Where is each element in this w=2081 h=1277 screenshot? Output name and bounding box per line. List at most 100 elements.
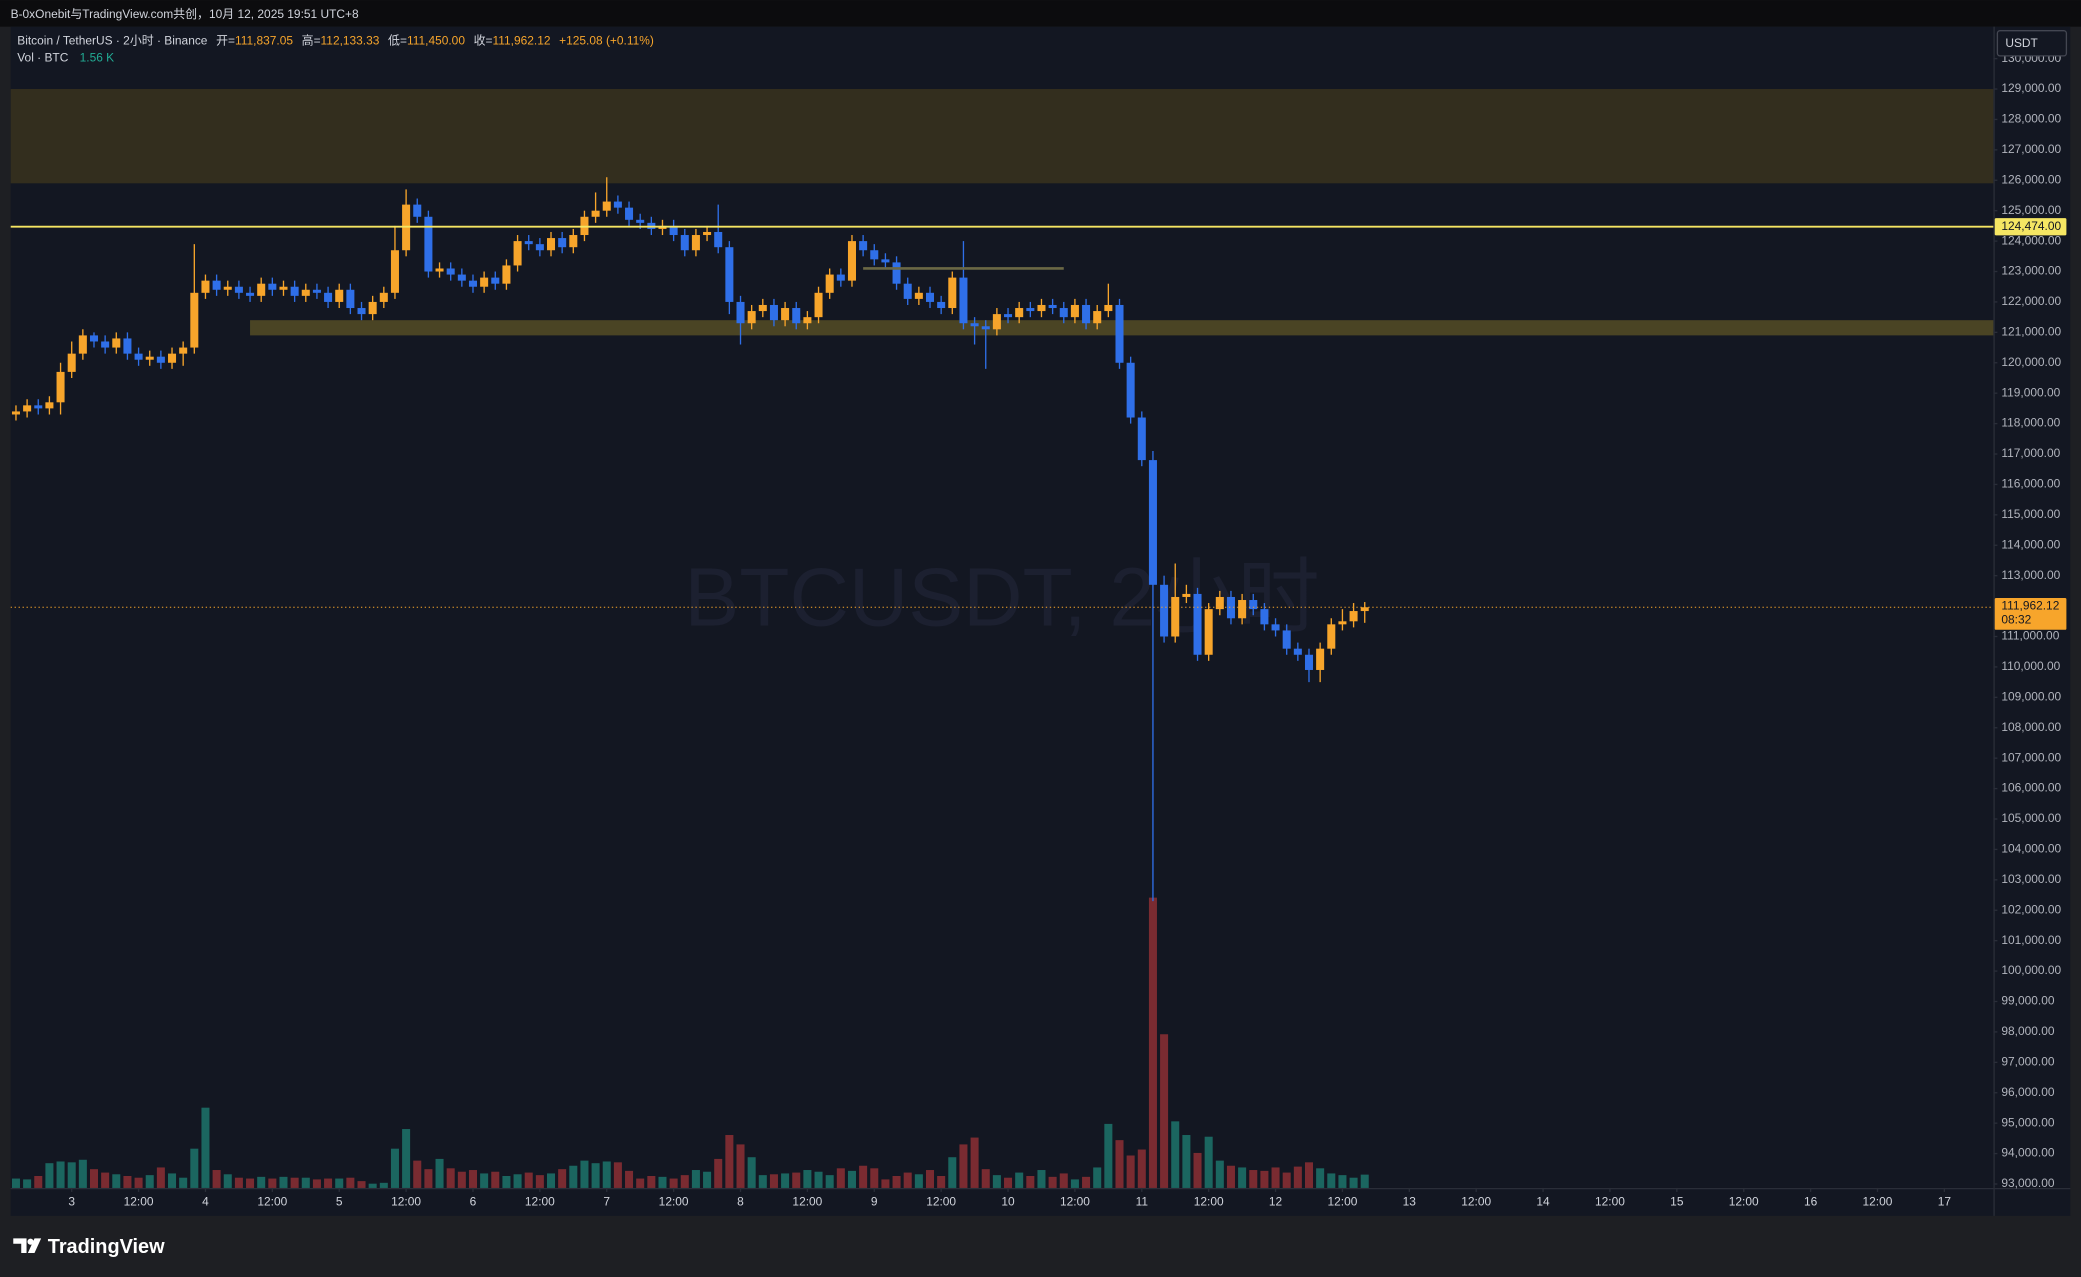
candle-body: [1238, 600, 1247, 619]
watermark: BTCUSDT, 2小时: [684, 553, 1319, 644]
volume-bar: [301, 1177, 310, 1188]
candle-body: [1026, 308, 1035, 312]
volume-bar: [223, 1174, 232, 1188]
volume-bar: [335, 1178, 344, 1188]
x-tick-label: 16: [1804, 1195, 1818, 1209]
level-tag-label: 124,474.00: [2001, 219, 2061, 233]
candle-body: [524, 241, 533, 245]
volume-bar: [691, 1170, 700, 1188]
brand: TradingView: [13, 1236, 165, 1258]
candle-body: [825, 274, 834, 293]
candle-body: [134, 353, 143, 360]
volume-bar: [1026, 1175, 1035, 1188]
volume-bar: [892, 1175, 901, 1188]
x-tick-label: 11: [1136, 1195, 1149, 1209]
candle-body: [201, 280, 210, 293]
candle-body: [23, 405, 32, 412]
candle-body: [1260, 609, 1269, 625]
x-tick-label: 12:00: [1194, 1195, 1224, 1209]
volume-bar: [669, 1178, 678, 1188]
candle-body: [792, 308, 801, 324]
candle-body: [1082, 304, 1091, 324]
x-tick-label: 12:00: [1461, 1195, 1491, 1209]
candle-body: [346, 289, 355, 309]
volume-bar: [925, 1170, 935, 1188]
zone: [10, 89, 1994, 184]
volume-bar: [524, 1172, 533, 1188]
candle-body: [1327, 624, 1336, 649]
volume-bar: [1115, 1140, 1124, 1188]
volume-bar: [357, 1181, 366, 1188]
candle-body: [803, 317, 812, 324]
volume-bar: [246, 1178, 255, 1188]
volume-bar: [11, 1178, 20, 1188]
candle-body: [1137, 417, 1146, 461]
candle-body: [212, 280, 221, 290]
volume-bar: [346, 1177, 355, 1188]
volume-bar: [56, 1161, 65, 1188]
candle-body: [1004, 314, 1013, 318]
volume-bar: [134, 1177, 143, 1188]
candle-body: [535, 244, 544, 251]
volume-bar: [1148, 897, 1157, 1188]
candle-body: [948, 277, 957, 309]
candle-body: [959, 277, 968, 324]
volume-bar: [859, 1165, 868, 1188]
volume-bar: [725, 1135, 734, 1188]
x-tick-label: 13: [1403, 1195, 1417, 1209]
volume-bar: [1282, 1172, 1291, 1188]
candle-body: [847, 241, 856, 281]
candle-body: [669, 225, 678, 236]
candle-body: [45, 402, 54, 409]
volume-bar: [602, 1161, 611, 1188]
candle-body: [1115, 304, 1124, 363]
currency-box: [1996, 29, 2068, 57]
y-tick-label: 129,000.00: [2001, 81, 2061, 95]
volume-bar: [435, 1158, 444, 1188]
candle-body: [1059, 308, 1068, 318]
candle-body: [1304, 654, 1314, 670]
x-tick-label: 12:00: [1595, 1195, 1625, 1209]
candle-body: [1048, 304, 1057, 309]
candle-body: [179, 347, 188, 354]
candle-body: [914, 292, 923, 299]
candle-body: [691, 235, 700, 251]
volume-bar: [1249, 1170, 1258, 1188]
x-tick-label: 17: [1938, 1195, 1952, 1209]
x-tick-label: 12:00: [926, 1195, 956, 1209]
candle-body: [1349, 611, 1358, 622]
candle-body: [1160, 584, 1169, 637]
candle-body: [714, 231, 723, 248]
volume-bar: [480, 1173, 489, 1188]
candle-body: [1037, 304, 1046, 312]
legend-line: Bitcoin / TetherUS · 2小时 · Binance 开=111…: [17, 32, 654, 47]
volume-bar: [1137, 1149, 1146, 1188]
volume-legend: Vol · BTC 1.56 K: [17, 51, 114, 65]
candle-body: [502, 265, 511, 284]
candle-body: [870, 250, 879, 260]
candle-body: [602, 201, 611, 211]
candle-body: [1193, 593, 1202, 655]
volume-bar: [491, 1171, 500, 1188]
candle-body: [1126, 362, 1135, 418]
volume-bar: [792, 1172, 801, 1188]
countdown: 08:32: [2001, 613, 2031, 627]
ohlc-label: 低=: [388, 33, 407, 47]
candle-body: [1171, 596, 1180, 637]
x-tick-label: 9: [871, 1195, 878, 1209]
candle-body: [312, 289, 321, 293]
y-tick-label: 101,000.00: [2001, 933, 2061, 947]
candle-body: [112, 338, 121, 348]
volume-bar: [959, 1144, 968, 1188]
candle-body: [625, 207, 634, 220]
y-tick-label: 126,000.00: [2001, 172, 2061, 186]
x-tick-label: 12:00: [792, 1195, 822, 1209]
ohlc-value: 112,133.33: [321, 33, 380, 47]
volume-bar: [513, 1174, 522, 1188]
volume-bar: [758, 1175, 767, 1188]
candle-body: [168, 353, 177, 363]
volume-bar: [613, 1162, 622, 1188]
symbol: Bitcoin / TetherUS · 2小时 · Binance: [17, 33, 208, 47]
volume-bar: [1204, 1136, 1213, 1188]
y-tick-label: 119,000.00: [2001, 385, 2060, 399]
